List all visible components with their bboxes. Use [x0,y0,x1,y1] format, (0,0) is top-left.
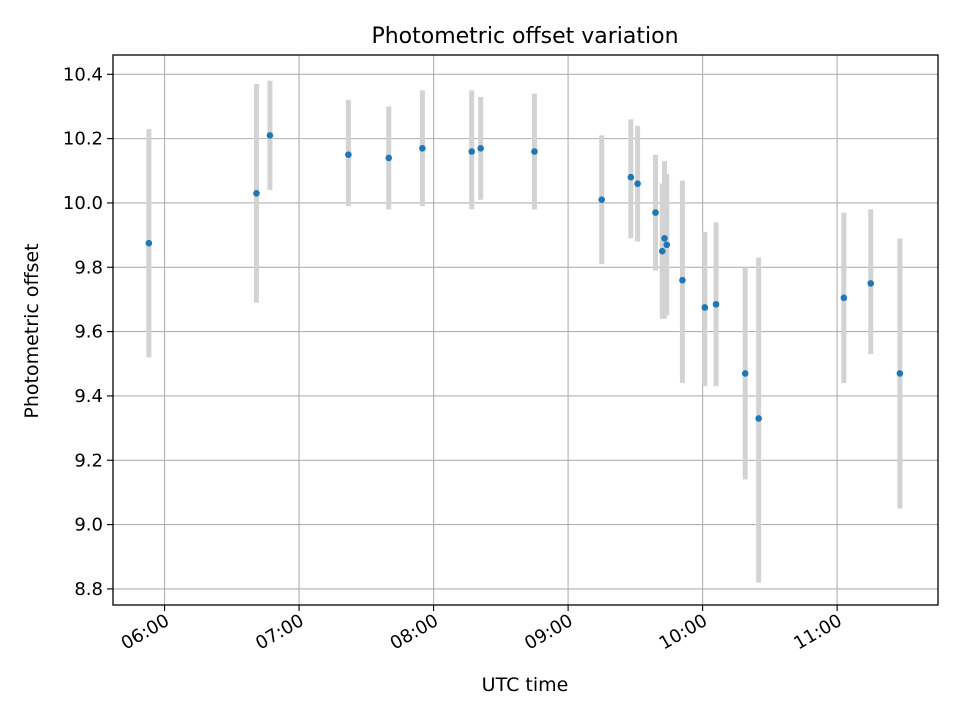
data-point [661,235,668,242]
data-point [477,144,484,152]
y-tick-label: 9.4 [74,386,103,407]
data-point [840,294,848,302]
grid [113,55,938,605]
data-point [531,148,538,155]
data-point [867,280,875,287]
y-tick-label: 9.0 [74,515,103,536]
data-point [658,247,666,255]
data-point [896,370,904,377]
y-tick-label: 10.0 [63,193,103,214]
data-point [634,180,641,187]
data-points [145,132,904,422]
data-point [627,173,635,181]
data-point [385,154,393,162]
y-axis-ticks: 8.8 9.0 9.2 9.4 9.6 9.8 10.0 10.2 10.4 [63,64,113,600]
x-axis-label: UTC time [482,674,569,696]
data-point [755,415,762,422]
data-point [345,151,352,159]
data-point [741,370,749,377]
data-point [679,276,686,284]
y-tick-label: 8.8 [74,579,103,600]
y-tick-label: 9.8 [74,257,103,278]
y-axis-label: Photometric offset [21,243,43,418]
data-point [712,300,720,308]
data-point [663,241,671,249]
data-point [652,209,659,216]
data-point [419,144,426,152]
y-tick-label: 10.2 [63,129,103,150]
y-tick-label: 10.4 [63,64,103,85]
chart-title: Photometric offset variation [371,24,678,49]
y-tick-label: 9.2 [74,450,103,471]
data-point [598,196,606,204]
data-point [266,132,274,139]
data-point [145,239,153,247]
y-tick-label: 9.6 [74,322,103,343]
data-point [701,304,709,311]
data-point [253,190,260,197]
plot-frame [112,54,939,606]
data-point [468,148,475,155]
